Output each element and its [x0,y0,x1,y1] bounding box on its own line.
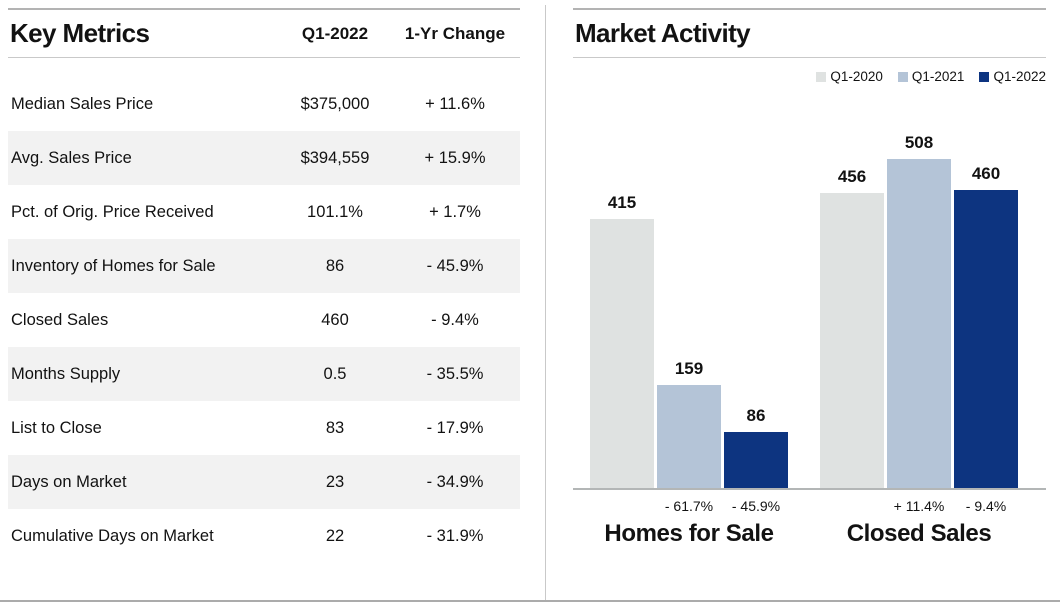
table-row: Days on Market 23 - 34.9% [8,455,520,509]
metric-label: Median Sales Price [11,94,154,113]
bar-cluster: 456 508 460 [820,128,1018,488]
metric-change: - 35.5% [426,364,484,383]
market-activity-panel: Market Activity [573,8,1046,58]
key-metrics-table: Median Sales Price $375,000 + 11.6% Avg. Sa… [8,58,520,563]
legend-swatch-icon [897,71,908,82]
metric-change: - 34.9% [426,472,484,491]
bar-cell: 159 [657,359,721,488]
metric-change: - 17.9% [426,418,484,437]
metric-value: 83 [325,418,345,437]
metric-change: + 1.7% [429,202,481,221]
table-row: Cumulative Days on Market 22 - 31.9% [8,509,520,563]
market-activity-header: Market Activity [573,10,1046,57]
bar-q1-2022 [954,190,1018,488]
legend-swatch-icon [979,71,990,82]
key-metrics-panel: Key Metrics Q1-2022 1-Yr Change Median S… [8,8,520,563]
legend-item: Q1-2020 [816,69,883,84]
metric-label: Pct. of Orig. Price Received [11,202,214,221]
metric-value: 22 [325,526,345,545]
legend-item: Q1-2021 [897,69,965,84]
column-header-1yr-change: 1-Yr Change [404,23,506,43]
legend-label: Q1-2021 [911,69,965,84]
metric-value: 86 [325,256,345,275]
metric-label: Closed Sales [11,310,109,329]
chart-group: 456 508 460 + 11.4% - 9.4% Closed Sales [820,128,1018,548]
bar-q1-2020 [590,219,654,488]
chart-groups: 415 159 86 - 61.7% - 45.9% Homes for Sale 456 5… [573,128,1046,548]
bar-q1-2022 [724,432,788,488]
pct-change-label: + 11.4% [893,498,945,514]
pct-change-label [820,498,884,515]
header-rule-right [573,57,1046,58]
key-metrics-header: Key Metrics Q1-2022 1-Yr Change [8,10,520,57]
metric-value: $394,559 [300,148,370,167]
vertical-divider [545,5,546,601]
header-rule-left [8,57,520,58]
metric-value: 101.1% [307,202,363,221]
pct-change-label: - 61.7% [664,498,714,514]
bar-value-label: 415 [607,193,637,212]
bar-value-label: 86 [746,406,766,425]
metric-value: 460 [321,310,349,329]
bar-q1-2021 [657,385,721,488]
bar-value-label: 460 [971,164,1001,183]
bar-cell: 415 [590,193,654,488]
pct-change-label [590,498,654,515]
bar-q1-2020 [820,193,884,488]
table-row: Months Supply 0.5 - 35.5% [8,347,520,401]
key-metrics-title: Key Metrics [10,18,150,48]
pct-change-label: - 9.4% [965,498,1007,514]
bar-cell: 86 [724,406,788,488]
pct-change-row: - 61.7% - 45.9% [590,498,788,515]
table-row: Median Sales Price $375,000 + 11.6% [8,77,520,131]
metric-change: + 15.9% [424,148,486,167]
market-activity-title: Market Activity [575,18,751,48]
metric-change: - 45.9% [426,256,484,275]
metric-value: 0.5 [323,364,347,383]
metric-label: Inventory of Homes for Sale [11,256,216,275]
column-header-q1-2022: Q1-2022 [301,23,369,43]
legend-item: Q1-2022 [979,69,1046,84]
metric-change: - 9.4% [431,310,479,329]
bar-value-label: 159 [674,359,704,378]
pct-change-row: + 11.4% - 9.4% [820,498,1018,515]
bottom-rule [0,600,1060,602]
metric-value: $375,000 [300,94,370,113]
legend-label: Q1-2022 [993,69,1046,84]
bar-cluster: 415 159 86 [590,128,788,488]
chart-group: 415 159 86 - 61.7% - 45.9% Homes for Sale [590,128,788,548]
metric-label: Months Supply [11,364,121,383]
table-row: Pct. of Orig. Price Received 101.1% + 1.7% [8,185,520,239]
group-label: Homes for Sale [604,520,774,547]
chart-legend: Q1-2020 Q1-2021 Q1-2022 [573,69,1046,84]
bar-value-label: 456 [837,167,867,186]
table-row: Inventory of Homes for Sale 86 - 45.9% [8,239,520,293]
metric-label: List to Close [11,418,102,437]
metric-value: 23 [325,472,345,491]
table-row: Avg. Sales Price $394,559 + 15.9% [8,131,520,185]
metric-change: - 31.9% [426,526,484,545]
group-label: Closed Sales [846,520,992,547]
metric-label: Cumulative Days on Market [11,526,214,545]
bar-value-label: 508 [904,133,934,152]
chart-baseline [573,488,1046,490]
top-rule-left [8,8,520,10]
bar-cell: 456 [820,167,884,488]
metric-change: + 11.6% [425,94,485,113]
legend-swatch-icon [816,71,827,82]
bar-cell: 460 [954,164,1018,488]
legend-label: Q1-2020 [830,69,883,84]
bar-q1-2021 [887,159,951,488]
metric-label: Avg. Sales Price [11,148,132,167]
top-rule-right [573,8,1046,10]
table-row: Closed Sales 460 - 9.4% [8,293,520,347]
market-activity-chart: 415 159 86 - 61.7% - 45.9% Homes for Sale 456 5… [573,128,1046,548]
bar-cell: 508 [887,133,951,488]
pct-change-label: - 45.9% [731,498,781,514]
metric-label: Days on Market [11,472,127,491]
table-row: List to Close 83 - 17.9% [8,401,520,455]
